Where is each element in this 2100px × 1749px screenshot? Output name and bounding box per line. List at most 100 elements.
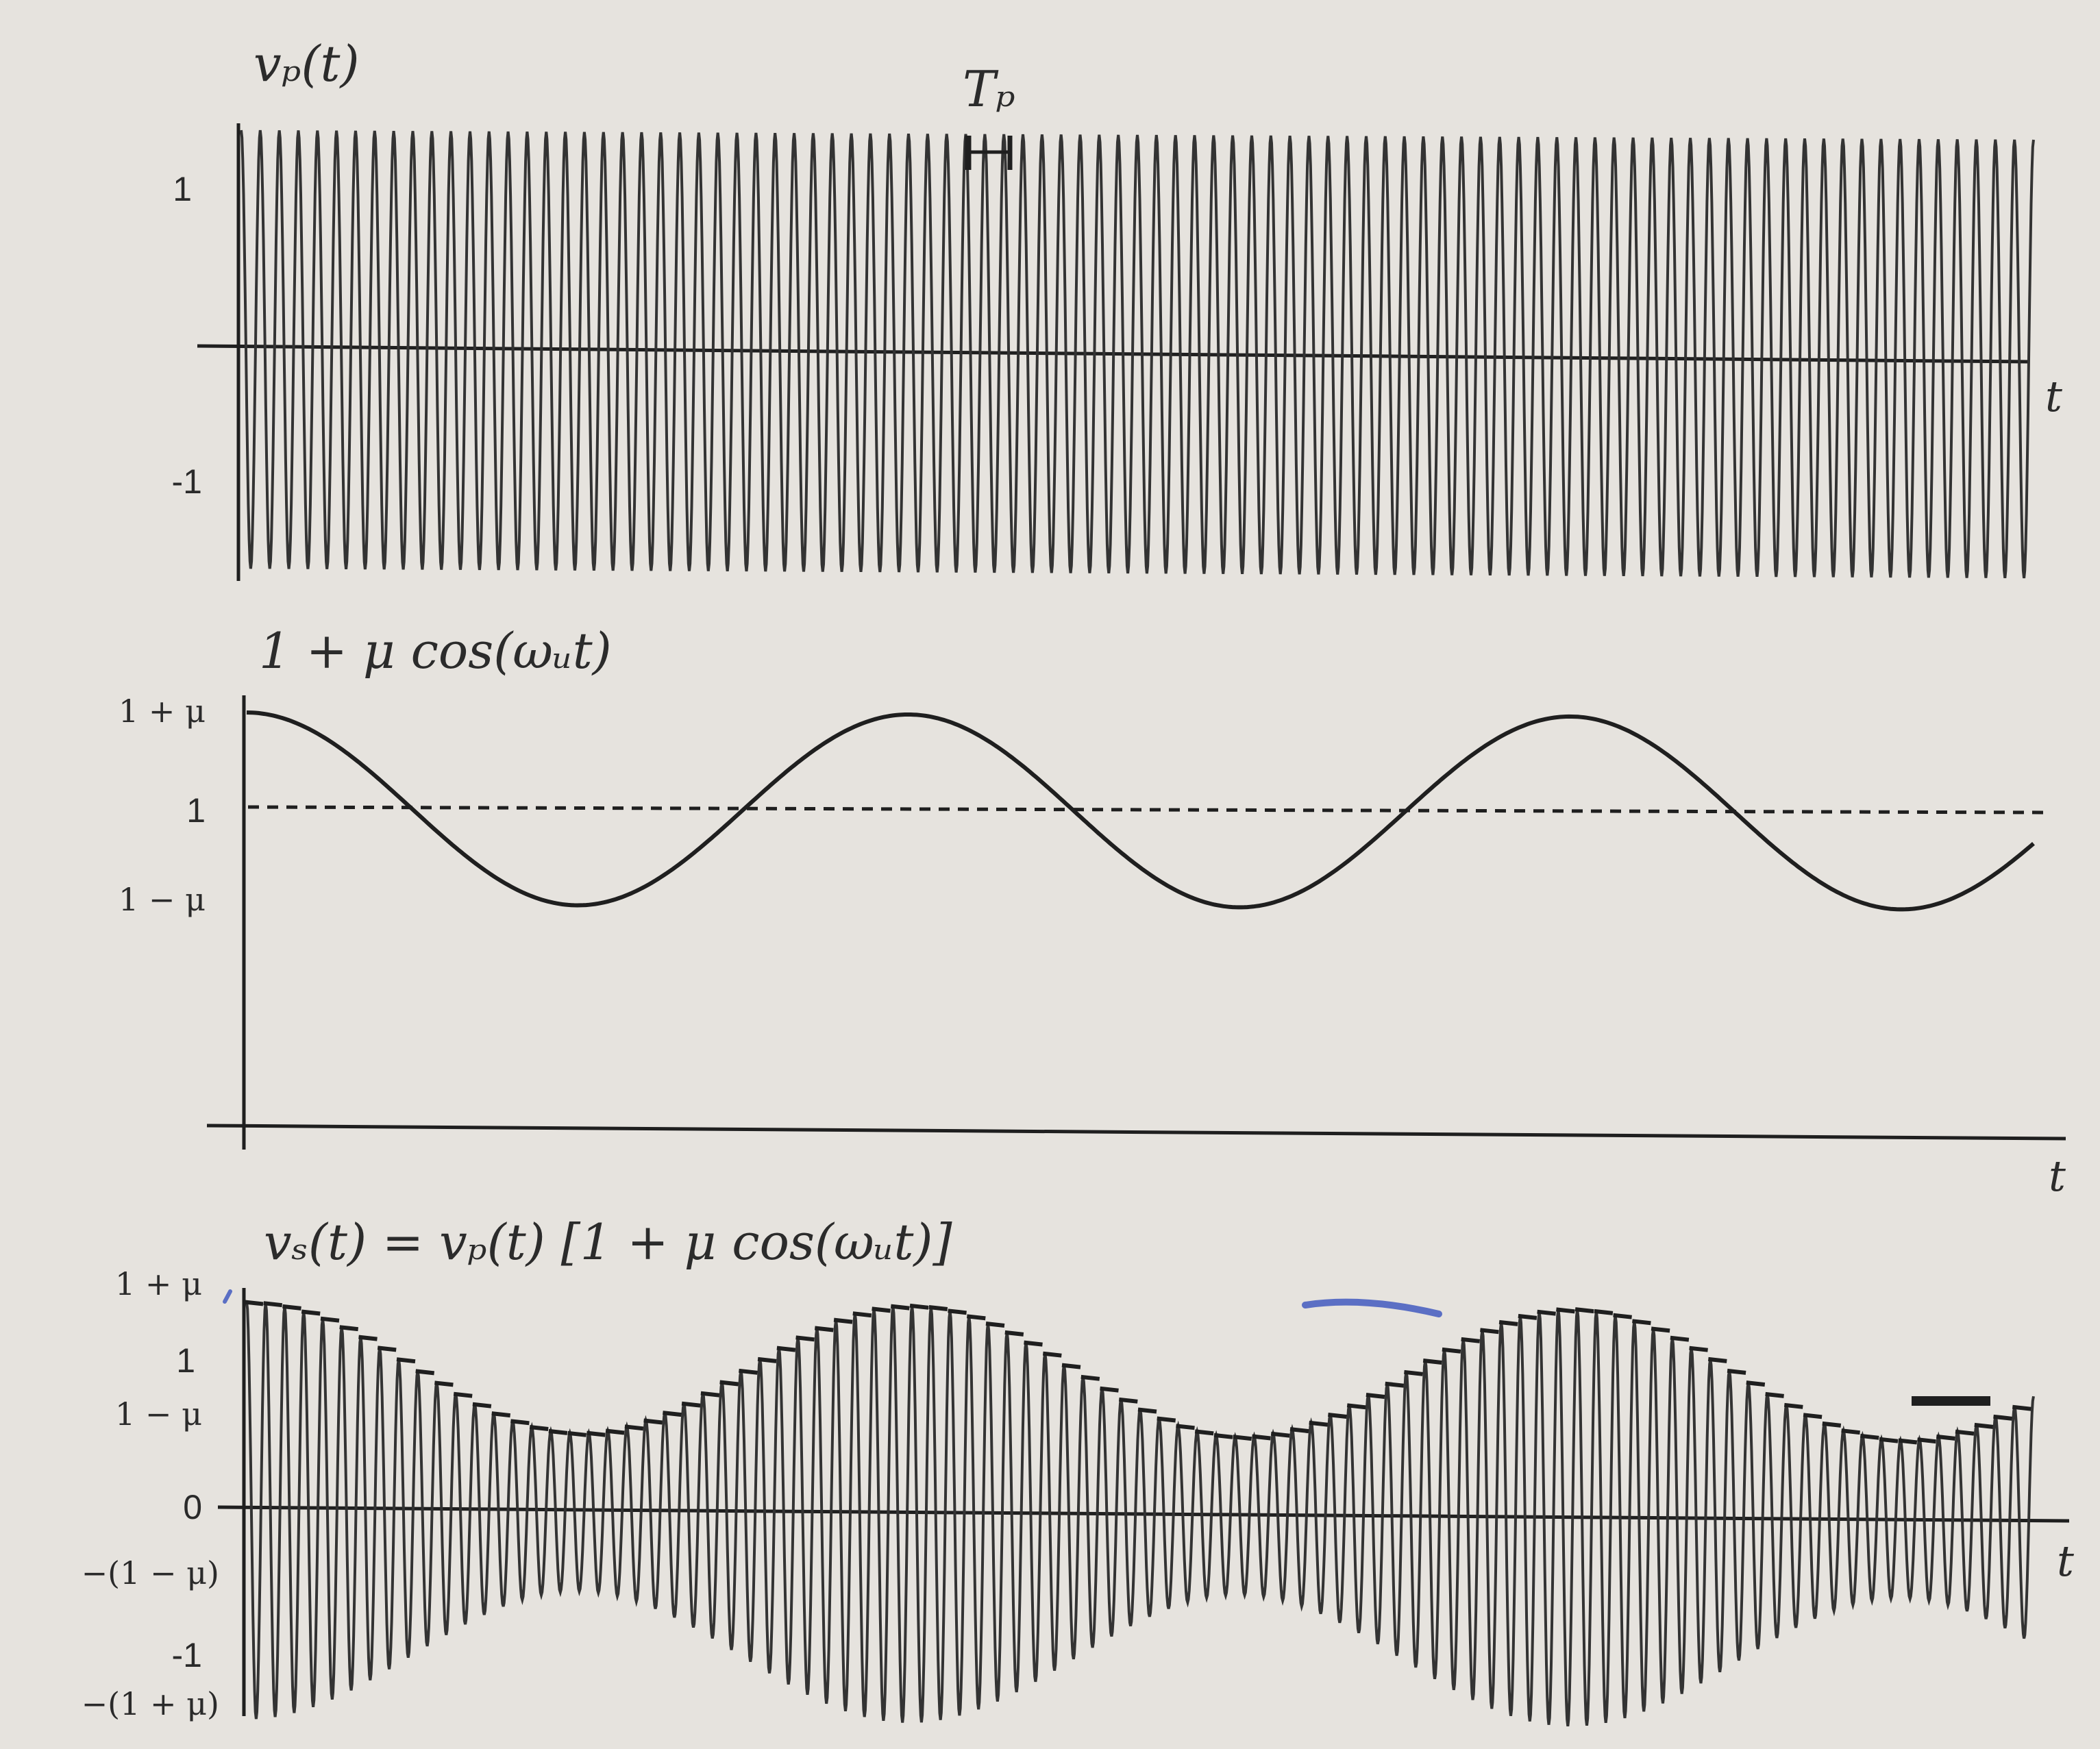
envelope-cap [663,1411,682,1417]
envelope-cap [985,1322,1005,1328]
carrier-wave [240,129,2035,579]
envelope-cap [1574,1307,1594,1314]
envelope-cap [1518,1313,1537,1320]
envelope-cap [890,1304,910,1311]
envelope-cap [776,1345,796,1352]
envelope-cap [1879,1437,1899,1443]
envelope-cap [1841,1428,1860,1435]
envelope-cap [1556,1307,1575,1314]
envelope-cap [1309,1420,1329,1427]
envelope-cap [1783,1402,1803,1409]
envelope-cap [719,1380,739,1387]
envelope-cap [1689,1345,1708,1352]
envelope-cap [814,1326,834,1332]
modulating-ytick-1: 1 [186,791,206,830]
period-marker [965,136,1013,170]
envelope-cap [1080,1374,1100,1381]
envelope-cap [1404,1369,1423,1376]
envelope-cap [339,1325,359,1332]
envelope-cap [643,1418,663,1425]
modulating-ytick-1-plus-mu: 1 + μ [119,693,206,730]
panel-modulated: vₛ(t) = vₚ(t) [1 + μ cos(ωᵤt)] t 1 + μ 1… [82,1213,2074,1727]
envelope-cap [1822,1421,1842,1428]
envelope-cap [1707,1356,1727,1363]
envelope-cap [872,1306,891,1313]
envelope-cap [1803,1413,1823,1419]
carrier-ytick-neg1: -1 [172,462,202,501]
envelope-cap [1137,1407,1157,1414]
envelope-cap [1328,1413,1347,1419]
envelope-cap [1480,1328,1499,1335]
envelope-cap [1917,1437,1936,1444]
envelope-cap [1936,1434,1955,1441]
envelope-cap [1118,1397,1138,1404]
envelope-cap [1176,1424,1195,1430]
modulating-curve [246,710,2035,912]
modulating-title: 1 + μ cos(ωᵤt) [259,622,612,680]
modulated-ytick-1-plus-mu: 1 + μ [115,1265,202,1302]
envelope-cap [301,1309,321,1316]
envelope-cap [1024,1340,1043,1347]
envelope-cap [453,1391,473,1398]
envelope-cap [1233,1435,1252,1441]
envelope-cap [833,1317,853,1324]
modulated-x-label: t [2057,1536,2074,1586]
envelope-cap [282,1304,301,1311]
envelope-cap [1670,1335,1690,1342]
envelope-cap [1498,1319,1518,1326]
envelope-cap [909,1303,929,1310]
blue-tick-mark [223,1289,232,1304]
reference-line-1 [247,805,2049,815]
envelope-cap [1898,1438,1918,1445]
envelope-cap [491,1411,511,1418]
envelope-cap [2012,1404,2031,1411]
modulated-title: vₛ(t) = vₚ(t) [1 + μ cos(ωᵤt)] [264,1213,952,1271]
envelope-cap [529,1425,549,1431]
envelope-cap [244,1300,264,1306]
envelope-cap [472,1402,492,1409]
panel-carrier: vₚ(t) t 1 -1 Tₚ [172,35,2062,581]
envelope-cap [1974,1422,1994,1429]
envelope-cap [263,1301,283,1308]
envelope-cap [1157,1416,1176,1423]
envelope-cap [966,1314,986,1321]
envelope-cap [1366,1393,1385,1399]
envelope-cap [700,1391,720,1398]
envelope-cap [948,1308,967,1315]
envelope-cap [739,1368,758,1375]
envelope-cap [1651,1326,1670,1333]
envelope-cap [1594,1308,1614,1315]
envelope-cap [1461,1337,1481,1343]
envelope-cap [1346,1403,1366,1410]
modulating-x-axis [206,1124,2066,1141]
period-label: Tₚ [963,60,1015,118]
envelope-cap [377,1345,397,1352]
envelope-cap [1422,1359,1442,1365]
modulating-ytick-1-minus-mu: 1 − μ [119,881,206,918]
envelope-cap [928,1305,948,1311]
envelope-cap [1061,1363,1081,1369]
envelope-caps [244,1300,2031,1445]
envelope-cap [1955,1429,1975,1436]
envelope-cap [795,1335,815,1342]
envelope-cap [1537,1309,1556,1316]
carrier-ytick-1: 1 [173,170,192,208]
envelope-cap [681,1401,701,1408]
envelope-cap [1613,1313,1632,1319]
carrier-title: vₚ(t) [254,35,360,92]
envelope-cap [320,1316,340,1323]
envelope-cap [605,1428,625,1435]
envelope-cap [415,1369,435,1376]
envelope-cap [1385,1381,1405,1388]
modulated-ytick-1: 1 [176,1341,195,1380]
envelope-cap [1100,1386,1119,1393]
envelope-cap [510,1419,530,1426]
modulated-ytick-1-minus-mu: 1 − μ [115,1396,202,1432]
envelope-cap [1746,1380,1766,1387]
modulated-ytick-0: 0 [183,1488,202,1526]
modulated-ytick-neg-1-plus-mu: −(1 + μ) [82,1685,219,1722]
envelope-cap [434,1380,454,1387]
envelope-cap [1213,1432,1233,1439]
envelope-cap [1252,1434,1271,1441]
